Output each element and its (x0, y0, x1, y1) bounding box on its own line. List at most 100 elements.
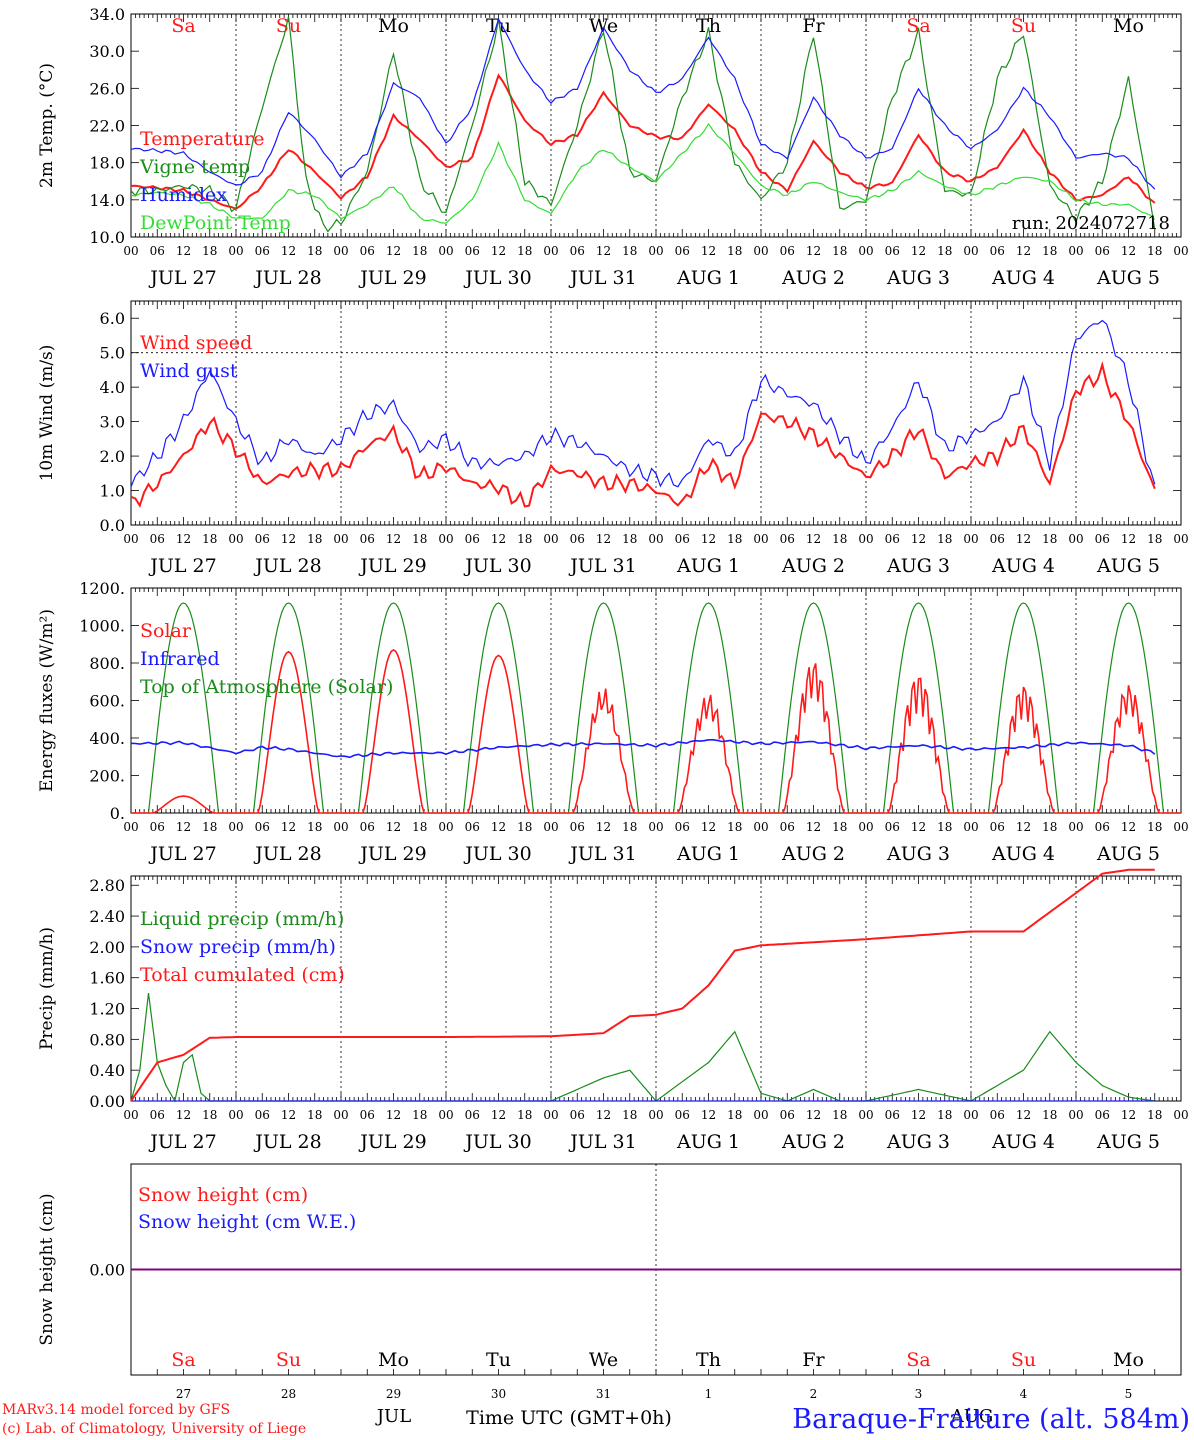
y-tick-label: 22.0 (89, 117, 125, 136)
y-tick-label: 400. (89, 729, 125, 748)
hour-tick-label: 18 (412, 532, 427, 546)
date-label: AUG 3 (886, 1131, 950, 1153)
hour-tick-label: 12 (281, 532, 296, 546)
date-label: JUL 27 (148, 843, 216, 865)
hour-tick-label: 00 (858, 820, 873, 834)
date-label: AUG 3 (886, 843, 950, 865)
hour-tick-label: 06 (465, 820, 480, 834)
day-number-label: 27 (176, 1387, 191, 1401)
date-label: AUG 1 (676, 267, 740, 289)
hour-tick-label: 06 (1095, 532, 1110, 546)
hour-tick-label: 18 (622, 820, 637, 834)
hour-tick-label: 00 (1068, 1108, 1083, 1122)
hour-tick-label: 00 (228, 1108, 243, 1122)
hour-tick-label: 06 (255, 1108, 270, 1122)
hour-tick-label: 06 (780, 244, 795, 258)
hour-tick-label: 00 (438, 1108, 453, 1122)
hour-tick-label: 06 (570, 1108, 585, 1122)
hour-tick-label: 18 (307, 244, 322, 258)
date-label: AUG 4 (991, 843, 1055, 865)
series-liquid-precip-mm-h (130, 993, 1155, 1103)
hour-tick-label: 18 (517, 1108, 532, 1122)
hour-tick-label: 06 (885, 244, 900, 258)
hour-tick-label: 18 (202, 532, 217, 546)
y-tick-label: 1000. (79, 617, 125, 636)
hour-tick-label: 18 (727, 820, 742, 834)
hour-tick-label: 18 (937, 820, 952, 834)
time-axis-label: Time UTC (GMT+0h) (466, 1407, 672, 1429)
hour-tick-label: 06 (465, 532, 480, 546)
series-dewpoint-temp (130, 122, 1156, 224)
hour-tick-label: 18 (202, 820, 217, 834)
hour-tick-label: 00 (648, 532, 663, 546)
legend-entry: Infrared (140, 648, 220, 670)
hour-tick-label: 12 (386, 532, 401, 546)
hour-tick-label: 18 (1042, 244, 1057, 258)
weekday-label: Fr (802, 1349, 825, 1371)
hour-tick-label: 06 (780, 820, 795, 834)
y-tick-label: 2.0 (100, 447, 125, 466)
date-label: AUG 5 (1096, 1131, 1160, 1153)
hour-tick-label: 12 (281, 1108, 296, 1122)
hour-tick-label: 06 (150, 1108, 165, 1122)
hour-tick-label: 00 (753, 1108, 768, 1122)
hour-tick-label: 06 (465, 1108, 480, 1122)
date-label: AUG 4 (991, 1131, 1055, 1153)
hour-tick-label: 18 (832, 820, 847, 834)
hour-tick-label: 18 (202, 1108, 217, 1122)
hour-tick-label: 18 (937, 244, 952, 258)
y-tick-label: 6.0 (100, 309, 125, 328)
legend-entry: Solar (140, 620, 192, 642)
date-label: AUG 2 (781, 267, 845, 289)
date-label: JUL 30 (463, 555, 531, 577)
hour-tick-label: 18 (412, 820, 427, 834)
y-tick-label: 0.00 (89, 1261, 125, 1280)
hour-tick-label: 12 (806, 820, 821, 834)
date-label: JUL 29 (358, 555, 426, 577)
date-label: AUG 5 (1096, 267, 1160, 289)
hour-tick-label: 12 (596, 820, 611, 834)
date-label: AUG 3 (886, 555, 950, 577)
date-label: JUL 30 (463, 1131, 531, 1153)
series-solar (131, 648, 1181, 814)
date-label: JUL 31 (568, 267, 636, 289)
hour-tick-label: 00 (753, 244, 768, 258)
date-label: JUL 29 (358, 1131, 426, 1153)
hour-tick-label: 18 (412, 1108, 427, 1122)
day-number-label: 2 (810, 1387, 818, 1401)
y-axis-label: Precip (mm/h) (37, 927, 57, 1050)
weekday-label: We (589, 1349, 618, 1371)
date-label: AUG 2 (781, 843, 845, 865)
hour-tick-label: 06 (885, 1108, 900, 1122)
hour-tick-label: 12 (491, 1108, 506, 1122)
station-name: Baraque-Fraiture (alt. 584m) (792, 1404, 1190, 1435)
date-label: AUG 5 (1096, 555, 1160, 577)
hour-tick-label: 12 (176, 532, 191, 546)
y-tick-label: 0.80 (89, 1030, 125, 1049)
hour-tick-label: 12 (1016, 1108, 1031, 1122)
legend-entry: Snow precip (mm/h) (140, 936, 336, 958)
hour-tick-label: 12 (176, 1108, 191, 1122)
hour-tick-label: 18 (622, 532, 637, 546)
hour-tick-label: 06 (255, 532, 270, 546)
hour-tick-label: 00 (228, 820, 243, 834)
day-number-label: 4 (1020, 1387, 1028, 1401)
date-label: AUG 4 (991, 267, 1055, 289)
y-tick-label: 34.0 (89, 5, 125, 24)
weekday-label: Sa (906, 15, 930, 37)
hour-tick-label: 00 (123, 1108, 138, 1122)
weekday-label: Su (276, 1349, 301, 1371)
date-label: JUL 29 (358, 843, 426, 865)
hour-tick-label: 18 (1147, 532, 1162, 546)
y-tick-label: 4.0 (100, 378, 125, 397)
hour-tick-label: 00 (333, 820, 348, 834)
hour-tick-label: 12 (701, 820, 716, 834)
series-infrared (130, 738, 1156, 759)
run-label: run: 2024072718 (1012, 213, 1170, 234)
weekday-label: Mo (1113, 1349, 1144, 1371)
hour-tick-label: 00 (543, 1108, 558, 1122)
hour-tick-label: 12 (806, 1108, 821, 1122)
hour-tick-label: 00 (648, 820, 663, 834)
hour-tick-label: 18 (307, 1108, 322, 1122)
